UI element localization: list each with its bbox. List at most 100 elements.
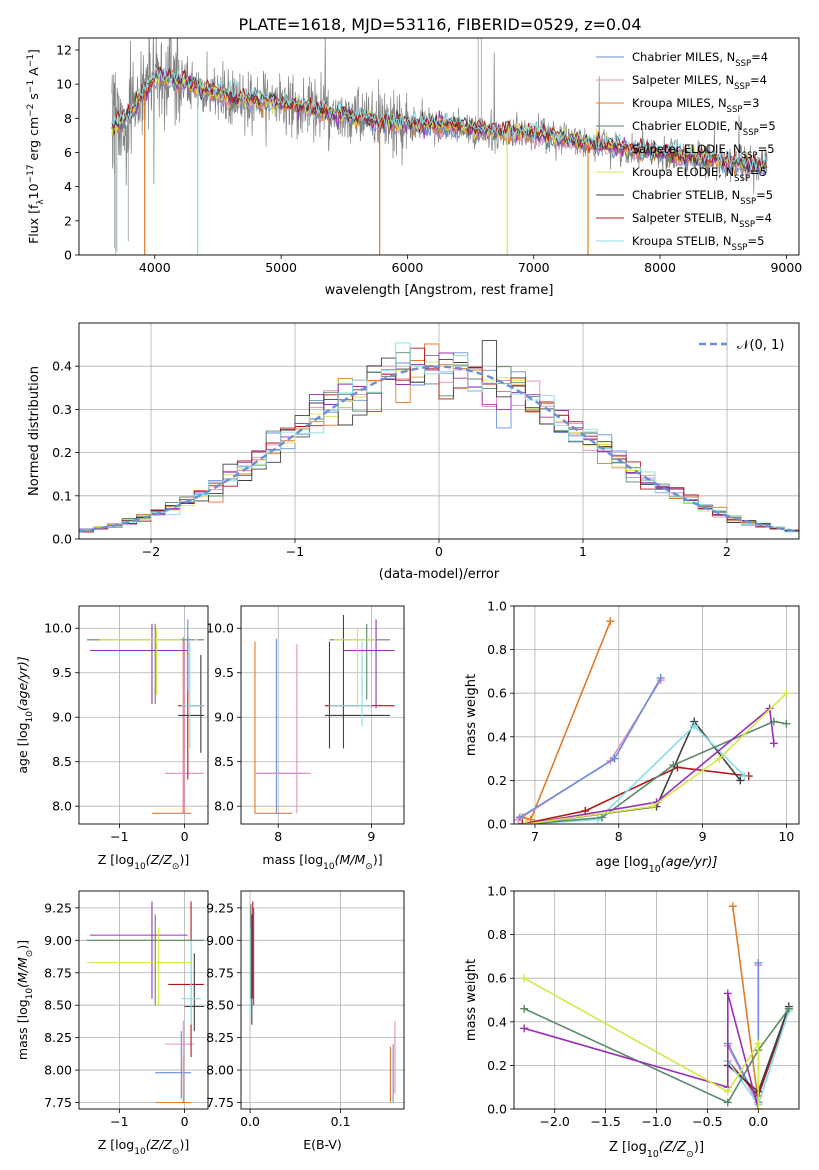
y-tick-label: 0.6 [487, 686, 507, 701]
y-tick-label: 8.75 [206, 965, 234, 980]
x-tick-label: −1.5 [590, 1114, 620, 1129]
y-tick-label: 8.5 [52, 754, 72, 769]
weight-marker [740, 772, 749, 781]
y-tick-label: 0.4 [487, 729, 507, 744]
weight-z-xlabel: Z [log10(Z/Z⊙)] [609, 1140, 704, 1160]
y-tick-label: 8 [64, 111, 72, 126]
spectrum-xlabel: wavelength [Angstrom, rest frame] [325, 283, 554, 298]
y-tick-label: 8.50 [206, 998, 234, 1013]
y-tick-label: 0 [64, 248, 72, 263]
legend-label: Salpeter ELODIE, NSSP=5 [632, 142, 775, 161]
weight-marker [522, 820, 531, 824]
y-tick-label: 8.00 [206, 1063, 234, 1078]
weight-marker [518, 820, 527, 824]
y-tick-label: 0.4 [52, 359, 72, 374]
y-tick-label: 10.0 [206, 621, 234, 636]
legend-label: Kroupa MILES, NSSP=3 [632, 96, 759, 115]
x-tick-label: −2 [142, 544, 160, 559]
weight-marker [723, 1098, 732, 1107]
x-tick-label: 0 [181, 829, 189, 844]
weight-marker [723, 989, 732, 998]
y-tick-label: 8.0 [214, 799, 234, 814]
age-z-ylabel: age [log10(age/yr)] [15, 656, 35, 773]
y-tick-label: 9.5 [214, 665, 234, 680]
weight-series [522, 621, 612, 821]
x-tick-label: 0 [181, 1114, 189, 1129]
x-tick-label: −1.0 [641, 1114, 671, 1129]
x-tick-label: 0 [435, 544, 443, 559]
x-tick-label: 4000 [139, 260, 171, 275]
y-tick-label: 9.25 [206, 900, 234, 915]
weight-marker [520, 1024, 529, 1033]
y-tick-label: 0.0 [487, 817, 507, 832]
mass-z-xlabel: Z [log10(Z/Z⊙)] [98, 1137, 189, 1157]
x-tick-label: 10 [778, 829, 794, 844]
x-tick-label: −1 [110, 829, 128, 844]
legend-label: Chabrier STELIB, NSSP=5 [632, 188, 773, 207]
mass-z-ylabel: mass [log10(M/M⊙)] [15, 940, 35, 1060]
weight-marker [782, 719, 791, 728]
weight-series [522, 766, 749, 824]
x-tick-label: 2 [723, 544, 731, 559]
x-tick-label: −0.5 [692, 1114, 722, 1129]
weight-marker [669, 761, 678, 770]
age-mass-xlabel: mass [log10(M/M⊙)] [262, 852, 382, 872]
y-tick-label: 0.2 [487, 773, 507, 788]
legend-label: Kroupa STELIB, NSSP=5 [632, 234, 764, 253]
weight-marker [648, 802, 657, 811]
model-spectrum [111, 66, 768, 173]
y-tick-label: 9.5 [52, 665, 72, 680]
y-tick-label: 8.50 [44, 998, 72, 1013]
hist-ylabel: Normed distribution [27, 366, 42, 496]
age-z-frame [78, 605, 209, 825]
age-mass-axes: 8 9 8.0 8.5 9.0 9.5 10.0 [206, 606, 404, 844]
y-tick-label: 8.0 [52, 799, 72, 814]
model-spectrum [111, 66, 768, 170]
y-tick-label: 6 [64, 145, 72, 160]
weight-marker [593, 815, 602, 824]
hist-legend-label: 𝒩(0, 1) [737, 338, 784, 353]
weight-marker [754, 958, 763, 967]
age-z-plot [86, 619, 205, 814]
weight-series [523, 977, 760, 1109]
x-tick-label: 7 [531, 829, 539, 844]
y-tick-label: 0.4 [487, 1014, 507, 1029]
weight-marker [690, 721, 699, 730]
legend-label: Salpeter MILES, NSSP=4 [632, 73, 767, 92]
weight-series [526, 706, 775, 824]
y-tick-label: 0.0 [52, 532, 72, 547]
weight-z-frame [513, 890, 800, 1110]
y-tick-label: 9.0 [214, 710, 234, 725]
mass-ebv-xlabel: E(B-V) [303, 1137, 342, 1152]
mass-z-frame [78, 890, 209, 1110]
y-tick-label: 0.2 [52, 445, 72, 460]
legend-label: Chabrier MILES, NSSP=4 [632, 50, 768, 69]
y-tick-label: 9.00 [44, 933, 72, 948]
weight-marker [715, 754, 724, 763]
x-tick-label: 8 [615, 829, 623, 844]
weight-marker [754, 1105, 763, 1109]
weight-marker [673, 763, 682, 772]
x-tick-label: 6000 [392, 260, 424, 275]
y-tick-label: 9.0 [52, 710, 72, 725]
y-tick-label: 0.8 [487, 927, 507, 942]
weight-marker [784, 1004, 793, 1013]
y-tick-label: 10.0 [44, 621, 72, 636]
x-tick-label: 0.0 [240, 1114, 260, 1129]
y-tick-label: 1.0 [487, 884, 507, 899]
hist-plot [79, 340, 799, 534]
weight-series [523, 993, 760, 1109]
weight-marker [598, 813, 607, 822]
age-mass-plot [254, 614, 395, 814]
y-tick-label: 8.75 [44, 965, 72, 980]
y-tick-label: 1.0 [487, 599, 507, 614]
weight-age-axes: 7 8 9 10 0.0 0.2 0.4 0.6 0.8 1.0 [487, 599, 799, 844]
mass-ebv-frame [240, 890, 405, 1110]
y-tick-label: 0.8 [487, 642, 507, 657]
weight-marker [769, 739, 778, 748]
x-tick-label: −2.0 [540, 1114, 570, 1129]
weight-marker [728, 902, 737, 911]
weight-age-xlabel: age [log10(age/yr)] [596, 855, 718, 875]
spectrum-ylabel: Flux [fλ10−17 erg cm−2 s−1 A−1] [26, 49, 46, 244]
